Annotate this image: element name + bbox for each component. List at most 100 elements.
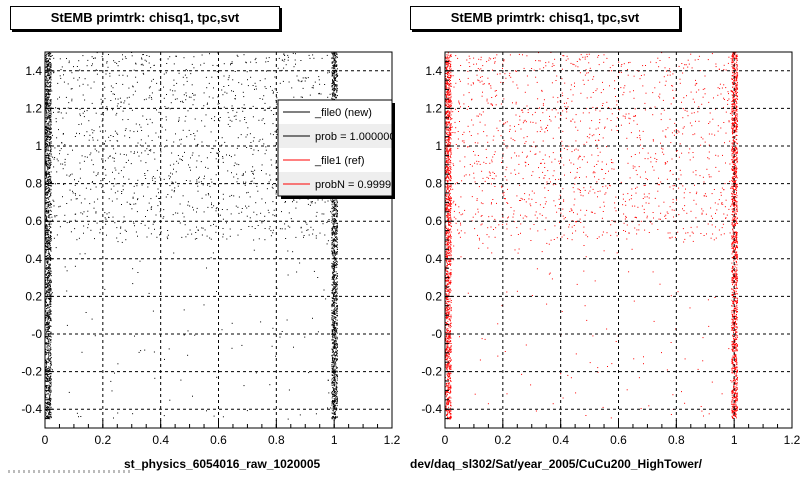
data-point — [447, 363, 449, 364]
data-point — [47, 259, 49, 261]
data-point — [45, 156, 47, 158]
data-point — [332, 346, 334, 348]
data-point — [335, 77, 337, 79]
data-point — [49, 289, 51, 291]
data-point — [50, 137, 52, 139]
data-point — [450, 92, 452, 94]
data-point — [336, 210, 338, 212]
data-point — [75, 194, 76, 196]
data-point — [332, 310, 334, 312]
data-point — [235, 115, 237, 117]
data-point — [335, 228, 337, 229]
data-point — [50, 132, 52, 134]
data-point — [45, 319, 47, 321]
data-point — [90, 188, 92, 190]
data-point — [335, 283, 336, 285]
data-point — [105, 160, 106, 162]
data-point — [78, 77, 80, 79]
data-point — [186, 136, 188, 138]
data-point — [92, 164, 94, 166]
data-point — [54, 215, 56, 217]
data-point — [48, 53, 49, 55]
data-point — [336, 233, 338, 235]
data-point — [295, 236, 297, 238]
data-point — [46, 262, 48, 264]
data-point — [336, 264, 338, 265]
data-point — [334, 282, 336, 284]
data-point — [447, 151, 449, 153]
data-point — [331, 339, 333, 341]
data-point — [265, 88, 267, 89]
data-point — [331, 402, 333, 404]
data-point — [100, 180, 102, 182]
data-point — [131, 109, 133, 111]
data-point — [334, 98, 335, 100]
data-point — [309, 94, 311, 96]
data-point — [50, 116, 52, 118]
data-point — [450, 96, 452, 98]
data-point — [45, 368, 47, 370]
data-point — [46, 255, 48, 257]
data-point — [446, 364, 448, 366]
data-point — [45, 104, 47, 106]
data-point — [447, 229, 448, 231]
data-point — [278, 57, 280, 59]
data-point — [46, 353, 47, 355]
data-point — [448, 312, 449, 314]
data-point — [47, 257, 49, 259]
data-point — [272, 123, 274, 125]
data-point — [312, 87, 314, 89]
data-point — [449, 170, 451, 171]
data-point — [335, 401, 337, 403]
data-point — [48, 236, 49, 238]
data-point — [334, 325, 336, 327]
data-point — [450, 325, 452, 327]
data-point — [50, 287, 52, 289]
data-point — [45, 397, 47, 399]
data-point — [81, 155, 83, 157]
data-point — [445, 349, 447, 351]
data-point — [445, 327, 447, 329]
data-point — [333, 88, 335, 90]
data-point — [114, 192, 116, 194]
data-point — [152, 78, 154, 80]
data-point — [448, 386, 450, 388]
data-point — [50, 303, 52, 305]
data-point — [45, 217, 47, 219]
data-point — [49, 397, 51, 399]
data-point — [46, 328, 48, 330]
data-point — [45, 287, 47, 289]
data-point — [252, 171, 254, 173]
data-point — [332, 88, 333, 90]
data-point — [445, 199, 447, 201]
data-point — [335, 295, 337, 297]
data-point — [335, 213, 337, 215]
data-point — [137, 142, 139, 144]
data-point — [49, 167, 51, 169]
data-point — [110, 135, 112, 136]
data-point — [331, 61, 333, 63]
data-point — [45, 158, 47, 160]
data-point — [50, 171, 52, 173]
data-point — [449, 172, 451, 174]
data-point — [49, 144, 51, 146]
data-point — [293, 66, 295, 68]
data-point — [45, 102, 47, 104]
data-point — [289, 226, 291, 228]
data-point — [445, 86, 447, 88]
data-point — [207, 102, 208, 104]
data-point — [58, 111, 60, 113]
data-point — [334, 331, 336, 333]
data-point — [149, 95, 151, 97]
data-point — [49, 352, 51, 354]
data-point — [446, 129, 448, 131]
data-point — [332, 298, 334, 300]
data-point — [46, 137, 47, 139]
data-point — [147, 186, 149, 188]
data-point — [210, 225, 212, 227]
data-point — [56, 158, 58, 160]
data-point — [305, 77, 307, 79]
data-point — [449, 222, 451, 224]
data-point — [334, 219, 336, 221]
data-point — [450, 373, 452, 375]
